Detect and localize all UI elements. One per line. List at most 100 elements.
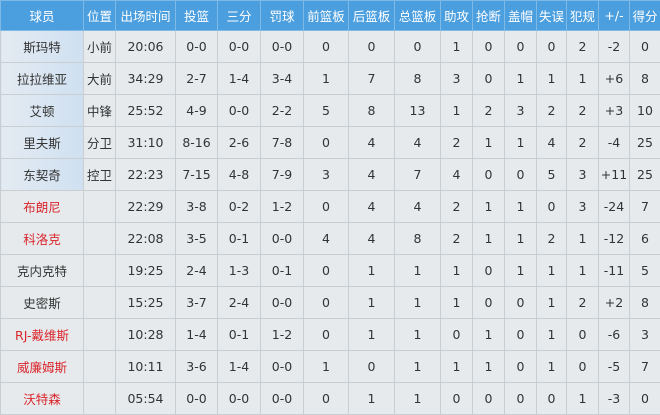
cell-minutes: 10:11 — [115, 350, 176, 383]
cell-def-reb: 8 — [348, 94, 395, 127]
cell-total-reb: 1 — [394, 350, 441, 383]
cell-plus-minus: -11 — [598, 254, 630, 287]
table-row: 布朗尼 22:29 3-8 0-2 1-2 0 4 4 2 1 1 0 3 -24 7 — [0, 190, 660, 223]
cell-steals: 0 — [472, 158, 505, 191]
cell-fouls: 2 — [566, 30, 599, 63]
cell-fg: 1-4 — [175, 318, 218, 351]
cell-total-reb: 13 — [394, 94, 441, 127]
cell-ft: 1-2 — [260, 190, 304, 223]
cell-def-reb: 4 — [348, 222, 395, 255]
cell-steals: 1 — [472, 222, 505, 255]
cell-off-reb: 0 — [303, 318, 349, 351]
column-header-minutes: 出场时间 — [115, 0, 176, 31]
cell-turnovers: 2 — [536, 222, 567, 255]
cell-fg: 0-0 — [175, 30, 218, 63]
cell-points: 3 — [629, 318, 660, 351]
cell-minutes: 25:52 — [115, 94, 176, 127]
player-name: RJ-戴维斯 — [0, 318, 84, 351]
cell-off-reb: 0 — [303, 190, 349, 223]
player-name: 里夫斯 — [0, 126, 84, 159]
cell-minutes: 22:08 — [115, 222, 176, 255]
cell-fg: 8-16 — [175, 126, 218, 159]
cell-def-reb: 1 — [348, 318, 395, 351]
cell-turnovers: 5 — [536, 158, 567, 191]
cell-def-reb: 4 — [348, 126, 395, 159]
column-header-def-reb: 后篮板 — [348, 0, 395, 31]
cell-blocks: 0 — [504, 30, 537, 63]
cell-turnovers: 0 — [536, 30, 567, 63]
cell-total-reb: 4 — [394, 126, 441, 159]
cell-def-reb: 1 — [348, 254, 395, 287]
cell-steals: 1 — [472, 126, 505, 159]
cell-assists: 0 — [440, 318, 473, 351]
cell-ft: 7-8 — [260, 126, 304, 159]
cell-turnovers: 2 — [536, 94, 567, 127]
column-header-fouls: 犯规 — [566, 0, 599, 31]
cell-position — [83, 254, 116, 287]
cell-ft: 0-0 — [260, 382, 304, 415]
cell-blocks: 0 — [504, 382, 537, 415]
cell-position: 大前 — [83, 62, 116, 95]
column-header-points: 得分 — [629, 0, 660, 31]
player-name: 艾顿 — [0, 94, 84, 127]
cell-total-reb: 1 — [394, 286, 441, 319]
cell-blocks: 1 — [504, 126, 537, 159]
cell-points: 7 — [629, 350, 660, 383]
cell-turnovers: 1 — [536, 318, 567, 351]
table-row: 斯玛特 小前 20:06 0-0 0-0 0-0 0 0 0 1 0 0 0 2 -2 0 — [0, 30, 660, 63]
cell-off-reb: 4 — [303, 222, 349, 255]
cell-fg: 0-0 — [175, 382, 218, 415]
column-header-player: 球员 — [0, 0, 84, 31]
header-row: 球员 位置 出场时间 投篮 三分 罚球 前篮板 后篮板 总篮板 助攻 抢断 盖帽 失误 犯规 +/- 得分 — [0, 0, 660, 31]
cell-blocks: 0 — [504, 158, 537, 191]
cell-fouls: 1 — [566, 222, 599, 255]
table-row: 史密斯 15:25 3-7 2-4 0-0 0 1 1 1 0 0 1 2 +2 8 — [0, 286, 660, 319]
cell-off-reb: 0 — [303, 382, 349, 415]
cell-ft: 3-4 — [260, 62, 304, 95]
table-row: 拉拉维亚 大前 34:29 2-7 1-4 3-4 1 7 8 3 0 1 1 1 +6 8 — [0, 62, 660, 95]
cell-off-reb: 1 — [303, 350, 349, 383]
cell-plus-minus: +3 — [598, 94, 630, 127]
cell-turnovers: 1 — [536, 286, 567, 319]
cell-off-reb: 0 — [303, 126, 349, 159]
cell-three-pt: 0-0 — [217, 30, 261, 63]
cell-minutes: 34:29 — [115, 62, 176, 95]
cell-points: 5 — [629, 254, 660, 287]
cell-def-reb: 1 — [348, 382, 395, 415]
cell-ft: 0-0 — [260, 350, 304, 383]
cell-points: 8 — [629, 62, 660, 95]
cell-plus-minus: -4 — [598, 126, 630, 159]
cell-minutes: 22:23 — [115, 158, 176, 191]
cell-minutes: 15:25 — [115, 286, 176, 319]
cell-points: 8 — [629, 286, 660, 319]
cell-ft: 0-0 — [260, 30, 304, 63]
cell-fg: 2-4 — [175, 254, 218, 287]
cell-steals: 1 — [472, 318, 505, 351]
cell-fouls: 3 — [566, 158, 599, 191]
player-name: 东契奇 — [0, 158, 84, 191]
cell-three-pt: 0-2 — [217, 190, 261, 223]
table-row: 沃特森 05:54 0-0 0-0 0-0 0 1 1 0 0 0 0 1 -3 0 — [0, 382, 660, 415]
cell-blocks: 1 — [504, 190, 537, 223]
cell-position: 中锋 — [83, 94, 116, 127]
cell-blocks: 0 — [504, 286, 537, 319]
cell-plus-minus: -24 — [598, 190, 630, 223]
table-row: 里夫斯 分卫 31:10 8-16 2-6 7-8 0 4 4 2 1 1 4 2 -4 25 — [0, 126, 660, 159]
column-header-off-reb: 前篮板 — [303, 0, 349, 31]
column-header-three-pt: 三分 — [217, 0, 261, 31]
cell-minutes: 05:54 — [115, 382, 176, 415]
cell-off-reb: 1 — [303, 62, 349, 95]
cell-def-reb: 4 — [348, 190, 395, 223]
column-header-assists: 助攻 — [440, 0, 473, 31]
cell-total-reb: 8 — [394, 222, 441, 255]
cell-total-reb: 1 — [394, 318, 441, 351]
cell-def-reb: 0 — [348, 30, 395, 63]
cell-steals: 0 — [472, 382, 505, 415]
cell-plus-minus: -12 — [598, 222, 630, 255]
cell-total-reb: 0 — [394, 30, 441, 63]
cell-fouls: 2 — [566, 94, 599, 127]
cell-fouls: 2 — [566, 126, 599, 159]
cell-assists: 0 — [440, 382, 473, 415]
cell-turnovers: 1 — [536, 350, 567, 383]
